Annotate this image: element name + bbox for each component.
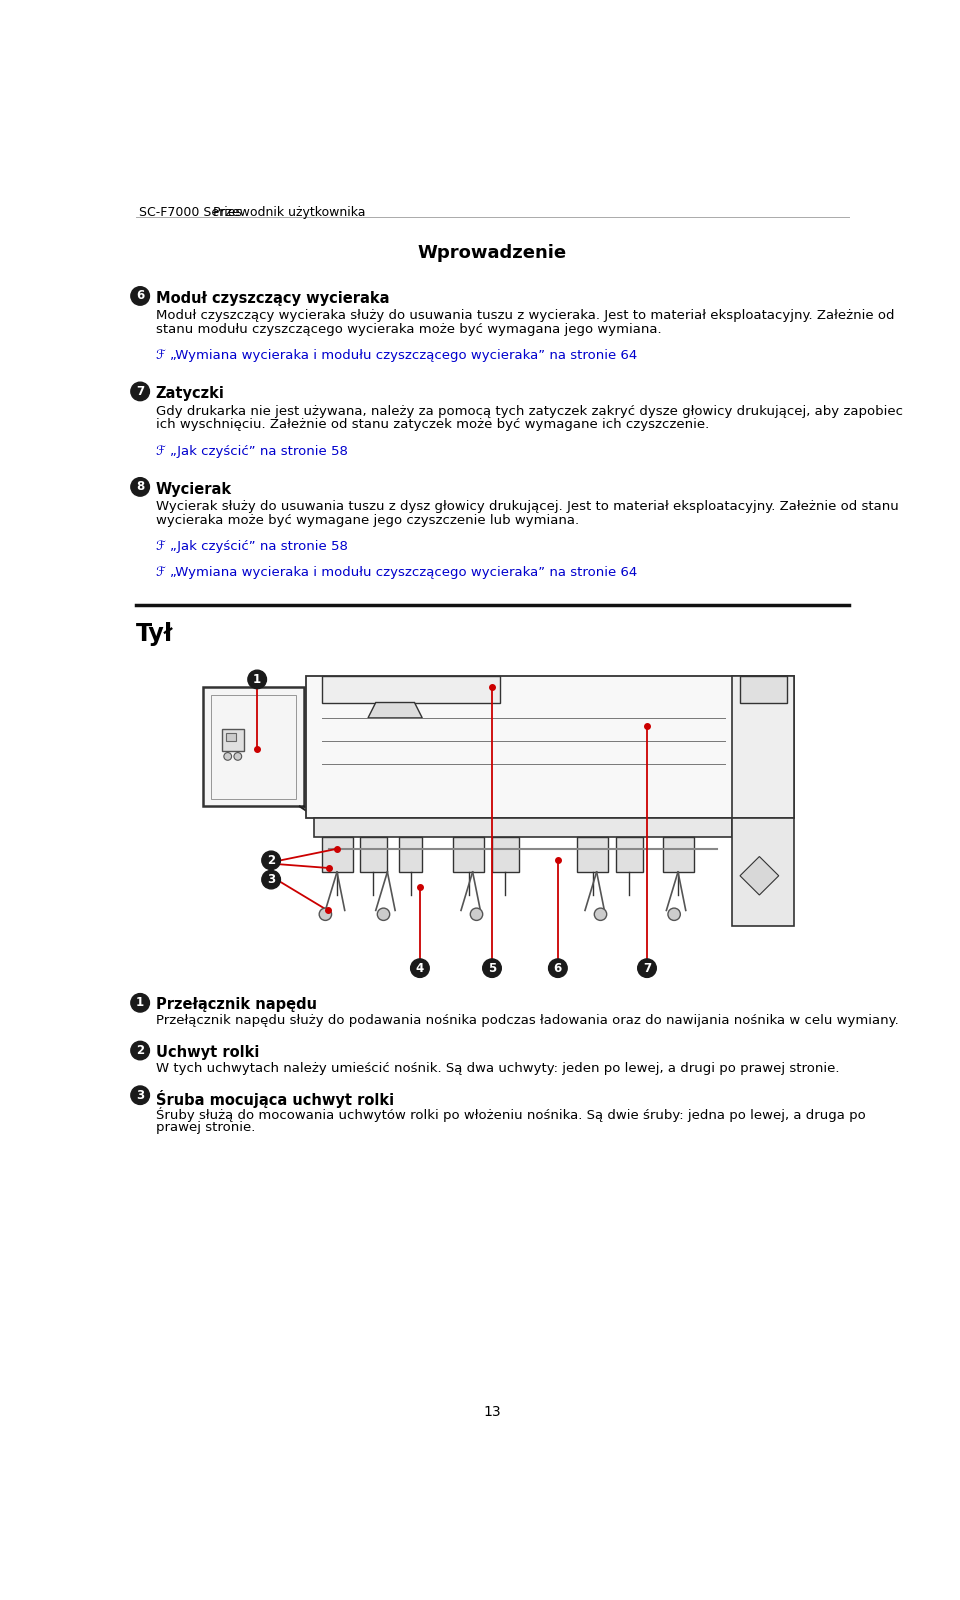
Circle shape [262,870,280,890]
Text: Tył: Tył [135,622,173,646]
Text: „Wymiana wycieraka i modułu czyszczącego wycieraka” na stronie 64: „Wymiana wycieraka i modułu czyszczącego… [170,349,636,362]
Polygon shape [368,702,422,718]
Polygon shape [577,837,609,872]
Text: 2: 2 [136,1045,144,1058]
Text: Wycierak: Wycierak [156,482,231,496]
Polygon shape [732,675,794,818]
Text: 3: 3 [267,874,276,886]
Text: 5: 5 [488,962,496,974]
Text: Zatyczki: Zatyczki [156,386,225,402]
Polygon shape [322,675,500,702]
Text: 4: 4 [416,962,424,974]
Text: Moduł czyszczący wycieraka służy do usuwania tuszu z wycieraka. Jest to materiał: Moduł czyszczący wycieraka służy do usuw… [156,309,894,322]
Text: „Jak czyścić” na stronie 58: „Jak czyścić” na stronie 58 [170,445,348,458]
Circle shape [411,958,429,978]
Text: Gdy drukarka nie jest używana, należy za pomocą tych zatyczek zakryć dysze głowi: Gdy drukarka nie jest używana, należy za… [156,405,902,418]
Circle shape [319,909,331,920]
Polygon shape [740,856,779,894]
Text: prawej stronie.: prawej stronie. [156,1120,255,1134]
Circle shape [131,1086,150,1104]
Circle shape [594,909,607,920]
Text: 3: 3 [136,1088,144,1102]
Text: Wprowadzenie: Wprowadzenie [418,245,566,262]
Text: ℱ: ℱ [156,566,165,579]
Text: Śruba mocująca uchwyt rolki: Śruba mocująca uchwyt rolki [156,1090,394,1107]
Circle shape [131,478,150,496]
Text: Śruby służą do mocowania uchwytów rolki po włożeniu nośnika. Są dwie śruby: jedn: Śruby służą do mocowania uchwytów rolki … [156,1107,865,1122]
Text: Przewodnik użytkownika: Przewodnik użytkownika [213,206,366,219]
Text: SC-F7000 Series: SC-F7000 Series [139,206,242,219]
Polygon shape [306,675,794,818]
Text: „Wymiana wycieraka i modułu czyszczącego wycieraka” na stronie 64: „Wymiana wycieraka i modułu czyszczącego… [170,566,636,579]
Polygon shape [223,730,244,750]
Text: W tych uchwytach należy umieścić nośnik. Są dwa uchwyty: jeden po lewej, a drugi: W tych uchwytach należy umieścić nośnik.… [156,1062,839,1075]
Circle shape [131,382,150,400]
Text: 7: 7 [136,386,144,398]
Polygon shape [227,733,236,741]
Text: ℱ: ℱ [156,541,165,554]
Polygon shape [740,675,786,702]
Text: ich wyschnięciu. Załeżnie od stanu zatyczek może być wymagane ich czyszczenie.: ich wyschnięciu. Załeżnie od stanu zatyc… [156,418,708,432]
Circle shape [131,994,150,1013]
Polygon shape [322,837,352,872]
Circle shape [234,752,242,760]
Text: 2: 2 [267,854,276,867]
Circle shape [377,909,390,920]
Text: 7: 7 [643,962,651,974]
Text: Przełącznik napędu służy do podawania nośnika podczas ładowania oraz do nawijani: Przełącznik napędu służy do podawania no… [156,1014,899,1027]
Circle shape [668,909,681,920]
Polygon shape [399,837,422,872]
Polygon shape [732,818,794,926]
Circle shape [470,909,483,920]
Text: Moduł czyszczący wycieraka: Moduł czyszczący wycieraka [156,291,389,306]
Circle shape [262,851,280,870]
Polygon shape [616,837,643,872]
Text: Uchwyt rolki: Uchwyt rolki [156,1045,259,1061]
Polygon shape [662,837,693,872]
Text: 8: 8 [136,480,144,493]
Circle shape [131,1042,150,1059]
Text: wycieraka może być wymagane jego czyszczenie lub wymiana.: wycieraka może być wymagane jego czyszcz… [156,514,579,526]
Polygon shape [492,837,519,872]
Polygon shape [314,818,732,837]
Circle shape [224,752,231,760]
Polygon shape [203,686,303,806]
Text: ℱ: ℱ [156,349,165,362]
Circle shape [131,286,150,306]
Circle shape [483,958,501,978]
Text: Wycierak służy do usuwania tuszu z dysz głowicy drukującej. Jest to materiał eks: Wycierak służy do usuwania tuszu z dysz … [156,499,899,514]
Polygon shape [453,837,484,872]
Polygon shape [360,837,388,872]
Text: 6: 6 [136,290,144,302]
Text: stanu modułu czyszczącego wycieraka może być wymagana jego wymiana.: stanu modułu czyszczącego wycieraka może… [156,323,661,336]
Text: 1: 1 [136,997,144,1010]
Text: Przełącznik napędu: Przełącznik napędu [156,997,317,1013]
Text: „Jak czyścić” na stronie 58: „Jak czyścić” na stronie 58 [170,541,348,554]
Text: 1: 1 [253,674,261,686]
Text: 13: 13 [483,1405,501,1419]
Text: 6: 6 [554,962,562,974]
Circle shape [637,958,657,978]
Text: ℱ: ℱ [156,445,165,458]
Circle shape [548,958,567,978]
Circle shape [248,670,267,688]
